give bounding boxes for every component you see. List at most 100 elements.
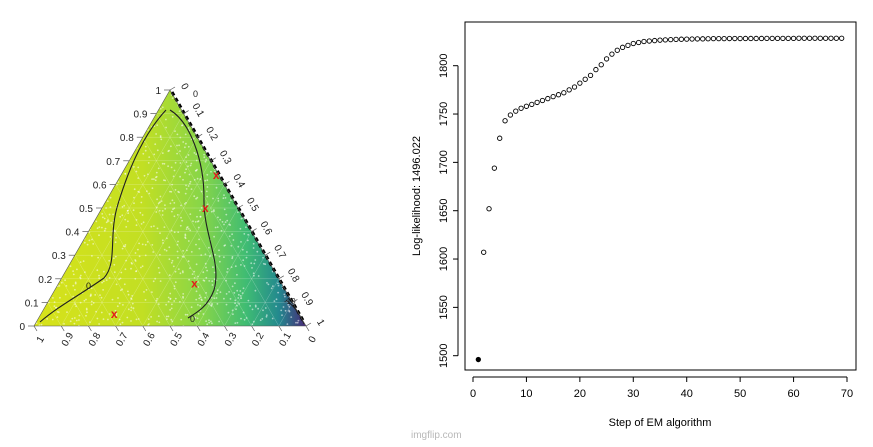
noise-dot (239, 290, 242, 292)
data-point (502, 118, 508, 124)
noise-dot (208, 302, 211, 305)
grid-line (60, 113, 184, 326)
data-point (539, 97, 546, 104)
x-tick-label: 40 (681, 388, 693, 400)
noise-dot (83, 241, 86, 244)
noise-dot (211, 322, 213, 325)
noise-dot (53, 305, 56, 307)
noise-dot (146, 190, 148, 193)
noise-dot (168, 274, 171, 277)
y-axis: 1500 1550 1600 1650 1700 1750 1800 (438, 53, 459, 368)
noise-dot (240, 317, 242, 320)
noise-dot (135, 224, 138, 227)
noise-dot (205, 320, 208, 322)
data-point (705, 36, 711, 42)
noise-dot (185, 156, 188, 159)
noise-dot (107, 318, 109, 321)
noise-dot (243, 318, 246, 321)
noise-dot (174, 189, 177, 191)
noise-dot (127, 212, 130, 215)
noise-dot (107, 219, 109, 222)
noise-dot (79, 274, 82, 277)
noise-dot (151, 291, 153, 293)
noise-dot (246, 239, 249, 242)
data-point (523, 103, 530, 109)
noise-dot (254, 304, 257, 307)
noise-dot (221, 221, 224, 223)
bottom-tick-label: 0.4 (196, 331, 213, 349)
noise-dot (266, 282, 268, 284)
noise-dot (119, 323, 122, 326)
scatter-plot: 0 10 20 30 40 50 60 70 1500 1550 1600 1650 1700 1750… (411, 21, 857, 429)
noise-dot (209, 255, 211, 258)
noise-dot (139, 211, 142, 214)
noise-dot (239, 295, 242, 297)
noise-dot (142, 221, 145, 224)
noise-dot (145, 289, 148, 291)
noise-dot (224, 197, 227, 199)
x-axis: 0 10 20 30 40 50 60 70 (470, 376, 853, 400)
y-axis-label: Log-likelihood: 1496.022 (411, 136, 423, 256)
noise-dot (140, 223, 143, 225)
noise-dot (219, 291, 222, 294)
noise-dot (109, 236, 112, 238)
noise-dot (254, 289, 257, 292)
data-point (700, 36, 706, 42)
noise-dot (108, 259, 111, 262)
noise-dot (216, 292, 218, 295)
noise-dot (217, 197, 220, 200)
left-tick-label: 0.3 (52, 251, 66, 262)
noise-dot (242, 259, 245, 262)
noise-dot (121, 288, 124, 291)
noise-dot (140, 196, 143, 198)
noise-dot (186, 226, 188, 229)
noise-dot (225, 293, 228, 295)
noise-dot (208, 246, 210, 249)
noise-dot (230, 199, 232, 202)
noise-dot (88, 239, 91, 242)
noise-dot (143, 291, 145, 293)
grid-line (88, 137, 198, 326)
noise-dot (281, 314, 283, 317)
ternary-markers: x x x x (111, 168, 220, 321)
noise-dot (198, 247, 201, 250)
noise-dot (202, 313, 205, 315)
noise-dot (161, 210, 164, 212)
noise-dot (182, 297, 185, 299)
data-point (625, 42, 631, 49)
grid-line (128, 160, 225, 326)
marker-x: x (111, 307, 118, 321)
noise-dot (109, 196, 112, 199)
noise-dot (144, 254, 147, 257)
noise-dot (157, 167, 160, 170)
noise-dot (131, 262, 133, 265)
noise-dot (66, 311, 68, 313)
noise-dot (170, 190, 173, 193)
data-point (619, 44, 626, 50)
grid-line (196, 231, 252, 326)
noise-dot (169, 309, 172, 311)
data-point (790, 35, 797, 41)
noise-dot (135, 219, 138, 221)
noise-dot (190, 162, 193, 165)
noise-dot (251, 323, 254, 326)
noise-dot (157, 303, 160, 305)
noise-dot (182, 271, 184, 274)
bottom-tick-label: 0.9 (60, 331, 77, 349)
noise-dot (103, 217, 106, 220)
noise-dot (98, 234, 100, 237)
noise-dot (110, 221, 113, 224)
noise-dot (79, 301, 82, 304)
noise-dot (191, 273, 194, 275)
data-point (609, 51, 615, 57)
grid-line (251, 278, 280, 326)
noise-dot (224, 221, 227, 224)
noise-dot (170, 145, 172, 148)
noise-dot (188, 278, 191, 281)
noise-dot (159, 195, 162, 198)
noise-dot (171, 183, 174, 186)
noise-dot (245, 256, 248, 259)
grid-line (88, 231, 144, 326)
noise-dot (40, 323, 43, 326)
noise-dot (59, 296, 61, 299)
